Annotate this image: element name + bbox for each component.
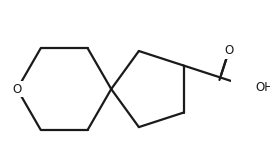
Text: O: O [12, 82, 22, 96]
Text: OH: OH [255, 81, 270, 94]
Text: O: O [224, 44, 234, 57]
